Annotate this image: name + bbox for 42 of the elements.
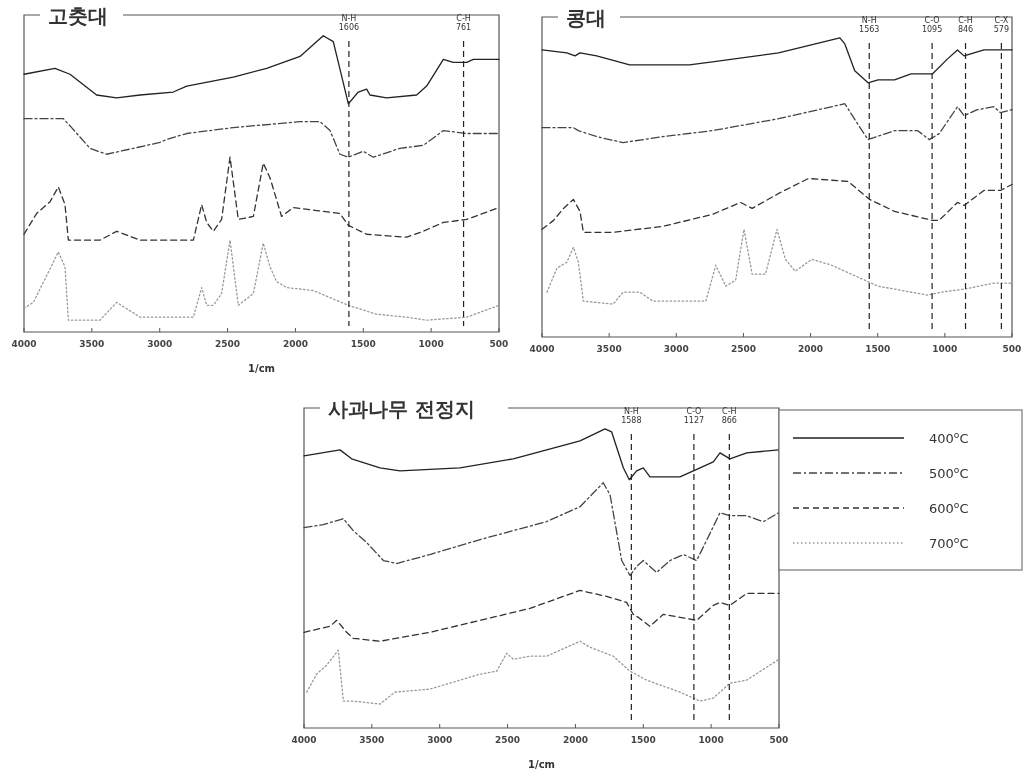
x-tick-label: 3000 xyxy=(147,339,173,349)
x-tick-label: 500 xyxy=(489,339,509,349)
ref-line-label: N-H 1563 xyxy=(859,16,880,34)
x-tick-label: 2000 xyxy=(562,735,588,745)
ref-line-label: C-X 579 xyxy=(993,16,1010,34)
x-tick-label: 3500 xyxy=(596,344,622,354)
x-tick-label: 1500 xyxy=(630,735,656,745)
text: 400$^{o}$C xyxy=(929,430,969,446)
x-axis-title: 1/cm xyxy=(248,363,275,374)
x-tick-label: 2000 xyxy=(798,344,824,354)
x-tick-label: 2500 xyxy=(215,339,241,349)
ref-line-label: C-O 1095 xyxy=(921,16,943,34)
ref-line-label: C-H 846 xyxy=(957,16,974,34)
text: 700$^{o}$C xyxy=(929,535,969,551)
x-tick-label: 3500 xyxy=(79,339,105,349)
x-axis-title: 1/cm xyxy=(528,759,555,770)
ref-line-label: C-H 866 xyxy=(721,407,737,425)
x-tick-label: 1000 xyxy=(932,344,958,354)
x-tick-label: 3000 xyxy=(427,735,453,745)
x-tick-label: 3500 xyxy=(359,735,385,745)
x-tick-label: 1000 xyxy=(698,735,724,745)
x-tick-label: 4000 xyxy=(291,735,317,745)
x-tick-label: 1500 xyxy=(350,339,376,349)
chart-title: 고춧대 xyxy=(48,4,108,28)
chart-title: 사과나무 전정지 xyxy=(328,397,475,421)
x-tick-label: 500 xyxy=(1002,344,1022,354)
x-tick-label: 4000 xyxy=(11,339,37,349)
x-tick-label: 2500 xyxy=(495,735,521,745)
text: 600$^{o}$C xyxy=(929,500,969,516)
x-tick-label: 3000 xyxy=(663,344,689,354)
x-tick-label: 1000 xyxy=(418,339,444,349)
x-tick-label: 2500 xyxy=(730,344,756,354)
ref-line-label: N-H 1606 xyxy=(338,14,360,32)
ref-line-label: C-H 761 xyxy=(455,14,472,32)
chart-title: 콩대 xyxy=(566,6,606,30)
x-tick-label: 4000 xyxy=(529,344,555,354)
ref-line-label: C-O 1127 xyxy=(683,407,705,425)
x-tick-label: 500 xyxy=(769,735,789,745)
x-tick-label: 2000 xyxy=(282,339,308,349)
text: 500$^{o}$C xyxy=(929,465,969,481)
ref-line-label: N-H 1588 xyxy=(621,407,642,425)
x-tick-label: 1500 xyxy=(865,344,891,354)
